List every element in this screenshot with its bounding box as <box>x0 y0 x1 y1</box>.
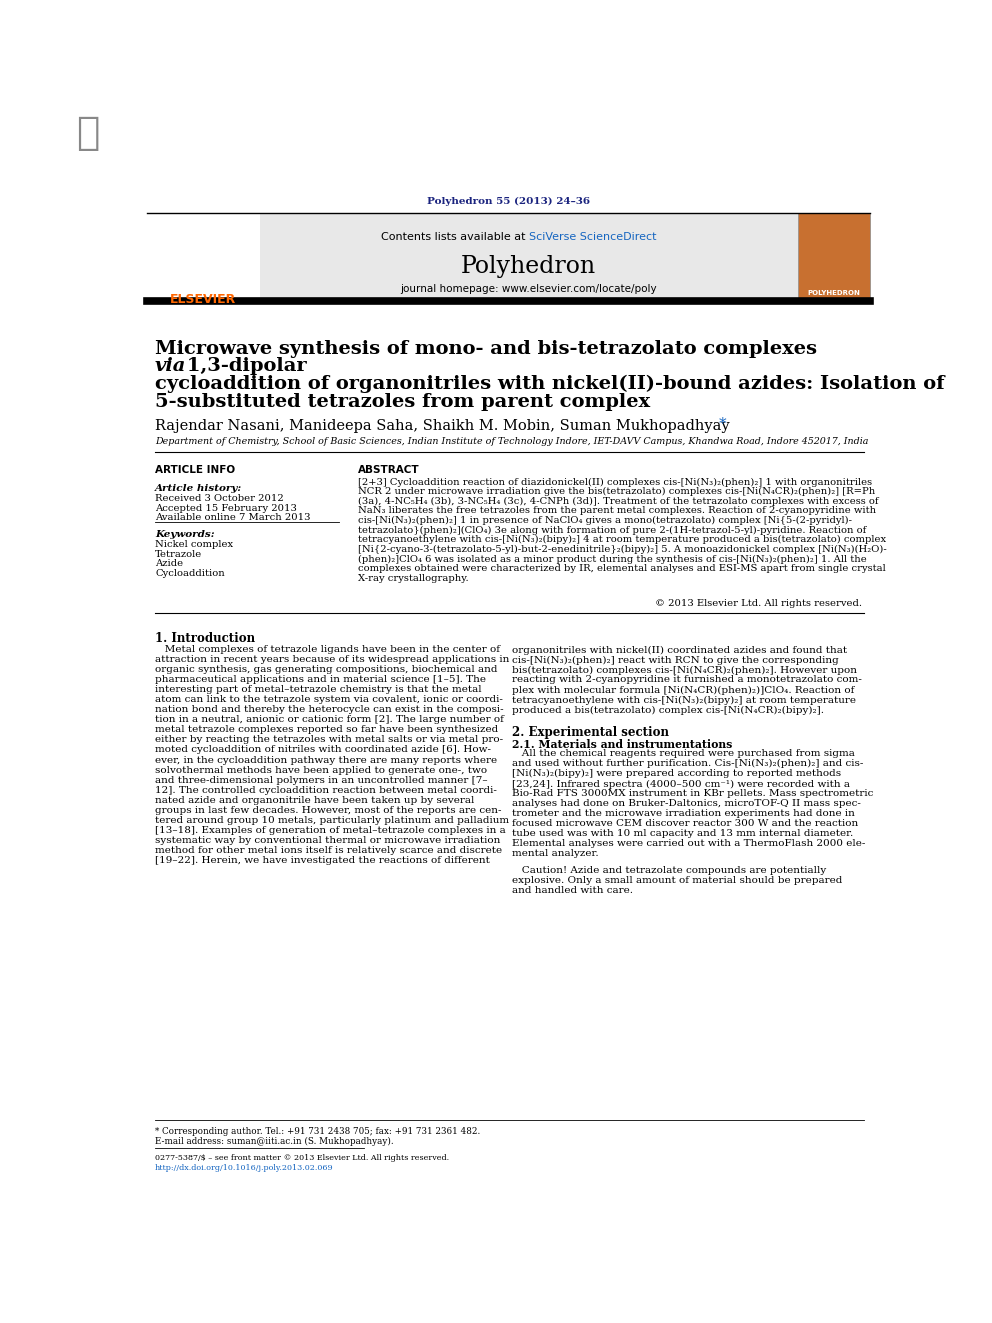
Text: Polyhedron: Polyhedron <box>461 255 596 278</box>
Text: nated azide and organonitrile have been taken up by several: nated azide and organonitrile have been … <box>155 795 474 804</box>
Text: http://dx.doi.org/10.1016/j.poly.2013.02.069: http://dx.doi.org/10.1016/j.poly.2013.02… <box>155 1164 333 1172</box>
Text: Available online 7 March 2013: Available online 7 March 2013 <box>155 513 310 523</box>
Text: groups in last few decades. However, most of the reports are cen-: groups in last few decades. However, mos… <box>155 806 502 815</box>
Text: tered around group 10 metals, particularly platinum and palladium: tered around group 10 metals, particular… <box>155 815 509 824</box>
Text: complexes obtained were characterized by IR, elemental analyses and ESI-MS apart: complexes obtained were characterized by… <box>358 564 886 573</box>
Text: either by reacting the tetrazoles with metal salts or via metal pro-: either by reacting the tetrazoles with m… <box>155 736 503 745</box>
Text: Azide: Azide <box>155 560 184 568</box>
Text: explosive. Only a small amount of material should be prepared: explosive. Only a small amount of materi… <box>512 876 842 885</box>
Text: [23,24]. Infrared spectra (4000–500 cm⁻¹) were recorded with a: [23,24]. Infrared spectra (4000–500 cm⁻¹… <box>512 779 849 789</box>
Bar <box>799 213 870 302</box>
Text: 🌲: 🌲 <box>75 114 99 152</box>
Text: nation bond and thereby the heterocycle can exist in the composi-: nation bond and thereby the heterocycle … <box>155 705 504 714</box>
Text: metal tetrazole complexes reported so far have been synthesized: metal tetrazole complexes reported so fa… <box>155 725 498 734</box>
Text: Keywords:: Keywords: <box>155 531 214 538</box>
Text: focused microwave CEM discover reactor 300 W and the reaction: focused microwave CEM discover reactor 3… <box>512 819 858 828</box>
Text: bis(tetrazolato) complexes cis-[Ni(N₄CR)₂(phen)₂]. However upon: bis(tetrazolato) complexes cis-[Ni(N₄CR)… <box>512 665 856 675</box>
Text: (phen)₂]ClO₄ 6 was isolated as a minor product during the synthesis of cis-[Ni(N: (phen)₂]ClO₄ 6 was isolated as a minor p… <box>358 554 867 564</box>
Text: 0277-5387/$ – see front matter © 2013 Elsevier Ltd. All rights reserved.: 0277-5387/$ – see front matter © 2013 El… <box>155 1155 449 1163</box>
Bar <box>147 213 260 302</box>
Text: analyses had done on Bruker-Daltonics, microTOF-Q II mass spec-: analyses had done on Bruker-Daltonics, m… <box>512 799 860 808</box>
Text: SciVerse ScienceDirect: SciVerse ScienceDirect <box>529 232 656 242</box>
Text: ARTICLE INFO: ARTICLE INFO <box>155 466 235 475</box>
Text: NCR 2 under microwave irradiation give the bis(tetrazolato) complexes cis-[Ni(N₄: NCR 2 under microwave irradiation give t… <box>358 487 875 496</box>
Text: All the chemical reagents required were purchased from sigma: All the chemical reagents required were … <box>512 749 854 758</box>
Text: Received 3 October 2012: Received 3 October 2012 <box>155 495 284 504</box>
Text: method for other metal ions itself is relatively scarce and discrete: method for other metal ions itself is re… <box>155 845 502 855</box>
Text: organonitriles with nickel(II) coordinated azides and found that: organonitriles with nickel(II) coordinat… <box>512 646 846 655</box>
Text: POLYHEDRON: POLYHEDRON <box>807 290 860 295</box>
Text: Rajendar Nasani, Manideepa Saha, Shaikh M. Mobin, Suman Mukhopadhyay: Rajendar Nasani, Manideepa Saha, Shaikh … <box>155 419 730 433</box>
Text: trometer and the microwave irradiation experiments had done in: trometer and the microwave irradiation e… <box>512 810 854 819</box>
Text: Bio-Rad FTS 3000MX instrument in KBr pellets. Mass spectrometric: Bio-Rad FTS 3000MX instrument in KBr pel… <box>512 790 873 798</box>
Text: Nickel complex: Nickel complex <box>155 540 233 549</box>
Text: E-mail address: suman@iiti.ac.in (S. Mukhopadhyay).: E-mail address: suman@iiti.ac.in (S. Muk… <box>155 1136 394 1146</box>
Text: Elemental analyses were carried out with a ThermoFlash 2000 ele-: Elemental analyses were carried out with… <box>512 839 865 848</box>
Text: pharmaceutical applications and in material science [1–5]. The: pharmaceutical applications and in mater… <box>155 676 486 684</box>
Text: [13–18]. Examples of generation of metal–tetrazole complexes in a: [13–18]. Examples of generation of metal… <box>155 826 506 835</box>
Text: atom can link to the tetrazole system via covalent, ionic or coordi-: atom can link to the tetrazole system vi… <box>155 696 503 704</box>
Text: and handled with care.: and handled with care. <box>512 885 633 894</box>
Text: Cycloaddition: Cycloaddition <box>155 569 225 578</box>
Bar <box>260 213 799 302</box>
Text: interesting part of metal–tetrazole chemistry is that the metal: interesting part of metal–tetrazole chem… <box>155 685 482 695</box>
Text: [2+3] Cycloaddition reaction of diazidonickel(II) complexes cis-[Ni(N₃)₂(phen)₂]: [2+3] Cycloaddition reaction of diazidon… <box>358 478 872 487</box>
Text: cis-[Ni(N₃)₂(phen)₂] react with RCN to give the corresponding: cis-[Ni(N₃)₂(phen)₂] react with RCN to g… <box>512 655 838 664</box>
Text: 5-substituted tetrazoles from parent complex: 5-substituted tetrazoles from parent com… <box>155 393 650 411</box>
Text: [19–22]. Herein, we have investigated the reactions of different: [19–22]. Herein, we have investigated th… <box>155 856 490 865</box>
Text: ever, in the cycloaddition pathway there are many reports where: ever, in the cycloaddition pathway there… <box>155 755 497 765</box>
Text: Department of Chemistry, School of Basic Sciences, Indian Institute of Technolog: Department of Chemistry, School of Basic… <box>155 437 868 446</box>
Text: tetrazolato}(phen)₂](ClO₄) 3e along with formation of pure 2-(1H-tetrazol-5-yl)-: tetrazolato}(phen)₂](ClO₄) 3e along with… <box>358 525 866 534</box>
Text: Accepted 15 February 2013: Accepted 15 February 2013 <box>155 504 297 513</box>
Text: journal homepage: www.elsevier.com/locate/poly: journal homepage: www.elsevier.com/locat… <box>400 283 657 294</box>
Text: [Ni{2-cyano-3-(tetrazolato-5-yl)-but-2-enedinitrile}₂(bipy)₂] 5. A monoazidonick: [Ni{2-cyano-3-(tetrazolato-5-yl)-but-2-e… <box>358 545 887 554</box>
Text: © 2013 Elsevier Ltd. All rights reserved.: © 2013 Elsevier Ltd. All rights reserved… <box>655 599 862 609</box>
Text: cycloaddition of organonitriles with nickel(II)-bound azides: Isolation of: cycloaddition of organonitriles with nic… <box>155 376 944 393</box>
Text: ABSTRACT: ABSTRACT <box>358 466 420 475</box>
Text: tetracyanoethylene with cis-[Ni(N₃)₂(bipy)₂] at room temperature: tetracyanoethylene with cis-[Ni(N₃)₂(bip… <box>512 696 855 705</box>
Text: Caution! Azide and tetrazolate compounds are potentially: Caution! Azide and tetrazolate compounds… <box>512 865 825 875</box>
Text: systematic way by conventional thermal or microwave irradiation: systematic way by conventional thermal o… <box>155 836 500 844</box>
Text: attraction in recent years because of its widespread applications in: attraction in recent years because of it… <box>155 655 509 664</box>
Text: tion in a neutral, anionic or cationic form [2]. The large number of: tion in a neutral, anionic or cationic f… <box>155 716 504 725</box>
Text: 12]. The controlled cycloaddition reaction between metal coordi-: 12]. The controlled cycloaddition reacti… <box>155 786 497 795</box>
Text: *: * <box>719 417 727 431</box>
Text: Contents lists available at: Contents lists available at <box>381 232 529 242</box>
Text: and used without further purification. Cis-[Ni(N₃)₂(phen)₂] and cis-: and used without further purification. C… <box>512 759 863 769</box>
Text: * Corresponding author. Tel.: +91 731 2438 705; fax: +91 731 2361 482.: * Corresponding author. Tel.: +91 731 24… <box>155 1127 480 1135</box>
Text: via: via <box>155 357 186 376</box>
Text: moted cycloaddition of nitriles with coordinated azide [6]. How-: moted cycloaddition of nitriles with coo… <box>155 745 491 754</box>
Text: X-ray crystallography.: X-ray crystallography. <box>358 574 468 583</box>
Text: and three-dimensional polymers in an uncontrolled manner [7–: and three-dimensional polymers in an unc… <box>155 775 488 785</box>
Text: Metal complexes of tetrazole ligands have been in the center of: Metal complexes of tetrazole ligands hav… <box>155 646 500 655</box>
Text: Tetrazole: Tetrazole <box>155 549 202 558</box>
Text: tube used was with 10 ml capacity and 13 mm internal diameter.: tube used was with 10 ml capacity and 13… <box>512 830 853 839</box>
Text: 2. Experimental section: 2. Experimental section <box>512 726 669 740</box>
Text: 1,3-dipolar: 1,3-dipolar <box>180 357 307 376</box>
Text: cis-[Ni(N₃)₂(phen)₂] 1 in presence of NaClO₄ gives a mono(tetrazolato) complex [: cis-[Ni(N₃)₂(phen)₂] 1 in presence of Na… <box>358 516 852 525</box>
Text: (3a), 4-NC₅H₄ (3b), 3-NC₅H₄ (3c), 4-CNPh (3d)]. Treatment of the tetrazolato com: (3a), 4-NC₅H₄ (3b), 3-NC₅H₄ (3c), 4-CNPh… <box>358 497 879 505</box>
Text: Article history:: Article history: <box>155 484 242 492</box>
Text: 1. Introduction: 1. Introduction <box>155 631 255 644</box>
Text: tetracyanoethylene with cis-[Ni(N₃)₂(bipy)₂] 4 at room temperature produced a bi: tetracyanoethylene with cis-[Ni(N₃)₂(bip… <box>358 536 886 545</box>
Text: reacting with 2-cyanopyridine it furnished a monotetrazolato com-: reacting with 2-cyanopyridine it furnish… <box>512 676 861 684</box>
Text: [Ni(N₃)₂(bipy)₂] were prepared according to reported methods: [Ni(N₃)₂(bipy)₂] were prepared according… <box>512 770 840 778</box>
Text: produced a bis(tetrazolato) complex cis-[Ni(N₄CR)₂(bipy)₂].: produced a bis(tetrazolato) complex cis-… <box>512 705 823 714</box>
Text: plex with molecular formula [Ni(N₄CR)(phen)₂)]ClO₄. Reaction of: plex with molecular formula [Ni(N₄CR)(ph… <box>512 685 854 695</box>
Text: organic synthesis, gas generating compositions, biochemical and: organic synthesis, gas generating compos… <box>155 665 498 675</box>
Text: Microwave synthesis of mono- and bis-tetrazolato complexes: Microwave synthesis of mono- and bis-tet… <box>155 340 823 357</box>
Text: ELSEVIER: ELSEVIER <box>170 292 236 306</box>
Text: 2.1. Materials and instrumentations: 2.1. Materials and instrumentations <box>512 738 732 750</box>
Text: solvothermal methods have been applied to generate one-, two: solvothermal methods have been applied t… <box>155 766 487 774</box>
Text: mental analyzer.: mental analyzer. <box>512 849 598 859</box>
Text: NaN₃ liberates the free tetrazoles from the parent metal complexes. Reaction of : NaN₃ liberates the free tetrazoles from … <box>358 507 876 516</box>
Text: Polyhedron 55 (2013) 24–36: Polyhedron 55 (2013) 24–36 <box>427 197 590 206</box>
